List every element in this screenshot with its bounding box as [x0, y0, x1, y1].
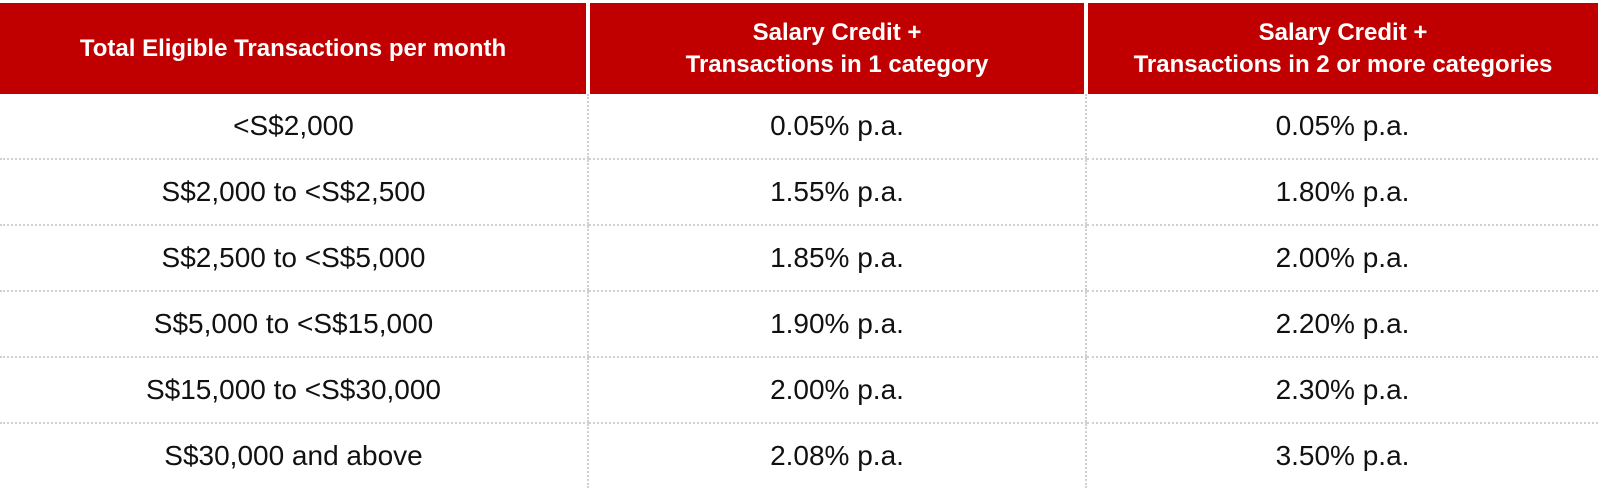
table-row: S$2,500 to <S$5,000 1.85% p.a. 2.00% p.a…	[0, 225, 1598, 292]
table-body: <S$2,000 0.05% p.a. 0.05% p.a. S$2,000 t…	[0, 94, 1598, 488]
table-row: S$30,000 and above 2.08% p.a. 3.50% p.a.	[0, 423, 1598, 488]
rate-two-categories-cell: 0.05% p.a.	[1085, 94, 1598, 160]
header-line: Salary Credit +	[1258, 18, 1428, 46]
rate-two-categories-cell: 3.50% p.a.	[1085, 423, 1598, 488]
rate-two-categories-cell: 1.80% p.a.	[1085, 159, 1598, 226]
interest-rates-table: Total Eligible Transactions per month Sa…	[0, 3, 1598, 488]
header-one-category: Salary Credit + Transactions in 1 catego…	[586, 3, 1086, 94]
header-line: Total Eligible Transactions per month	[79, 34, 507, 62]
transactions-tier-cell: <S$2,000	[0, 94, 588, 160]
transactions-tier-cell: S$30,000 and above	[164, 440, 423, 471]
transactions-tier-cell: S$2,000 to <S$2,500	[0, 159, 588, 226]
table-row: S$2,000 to <S$2,500 1.55% p.a. 1.80% p.a…	[0, 159, 1598, 226]
rate-two-categories-cell: 2.20% p.a.	[1085, 291, 1598, 358]
transactions-tier-cell: S$5,000 to <S$15,000	[0, 291, 588, 358]
table-row: S$5,000 to <S$15,000 1.90% p.a. 2.20% p.…	[0, 291, 1598, 358]
transactions-tier-cell: S$2,500 to <S$5,000	[0, 225, 588, 292]
rate-one-category-cell: 2.00% p.a.	[587, 357, 1086, 424]
header-total-eligible-transactions: Total Eligible Transactions per month	[0, 3, 588, 94]
header-line: Salary Credit +	[752, 18, 922, 46]
rate-one-category-cell: 1.90% p.a.	[587, 291, 1086, 358]
rate-two-categories-cell: 2.00% p.a.	[1085, 225, 1598, 292]
header-row: Total Eligible Transactions per month Sa…	[0, 3, 1598, 94]
table-row: S$15,000 to <S$30,000 2.00% p.a. 2.30% p…	[0, 357, 1598, 424]
header-two-or-more-categories: Salary Credit + Transactions in 2 or mor…	[1084, 3, 1598, 94]
rate-one-category-cell: 0.05% p.a.	[587, 94, 1086, 160]
rate-one-category-cell: 1.55% p.a.	[587, 159, 1086, 226]
rate-one-category-cell: 2.08% p.a.	[587, 423, 1086, 488]
rate-two-categories-cell: 2.30% p.a.	[1085, 357, 1598, 424]
transactions-tier-cell: S$15,000 to <S$30,000	[0, 357, 588, 424]
table-row: <S$2,000 0.05% p.a. 0.05% p.a.	[0, 94, 1598, 160]
table-header: Total Eligible Transactions per month Sa…	[0, 3, 1598, 94]
header-line: Transactions in 1 category	[685, 50, 989, 78]
rate-one-category-cell: 1.85% p.a.	[587, 225, 1086, 292]
header-line: Transactions in 2 or more categories	[1133, 50, 1553, 78]
